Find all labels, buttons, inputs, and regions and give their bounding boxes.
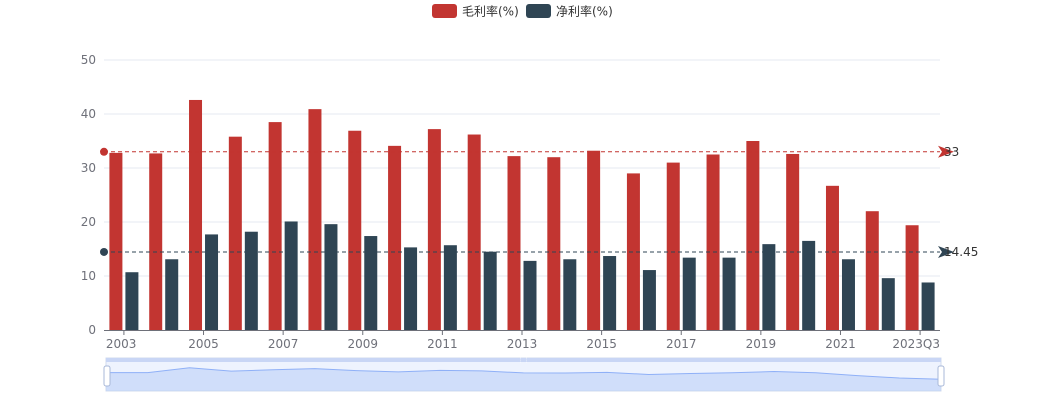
bar-gross-margin[interactable] xyxy=(825,185,839,330)
y-tick-label: 50 xyxy=(81,53,96,67)
y-tick-label: 40 xyxy=(81,107,96,121)
x-tick-label: 2013 xyxy=(507,337,538,351)
bar-gross-margin[interactable] xyxy=(308,109,322,330)
x-axis: 2003 2005 2007 2009 2011 2013 2015 2017 2019 2021… xyxy=(104,330,940,351)
x-tick-label: 2009 xyxy=(347,337,378,351)
zoom-grip-icon: ⋮⋮ xyxy=(518,357,530,364)
bar-gross-margin[interactable] xyxy=(706,154,720,331)
zoom-handle-right[interactable] xyxy=(937,365,945,387)
mark-lines: 33 14.45 xyxy=(100,145,978,259)
gridlines xyxy=(104,59,940,277)
bar-net-margin[interactable] xyxy=(802,240,816,330)
y-tick-label: 10 xyxy=(81,269,96,283)
x-tick-label: 2003 xyxy=(106,337,137,351)
bar-gross-margin[interactable] xyxy=(587,150,601,330)
bar-net-margin[interactable] xyxy=(563,259,577,330)
bars xyxy=(109,99,935,331)
bar-net-margin[interactable] xyxy=(244,231,258,330)
bar-net-margin[interactable] xyxy=(921,282,935,330)
y-axis: 0 10 20 30 40 50 xyxy=(81,53,96,337)
bar-net-margin[interactable] xyxy=(722,257,736,330)
zoom-top-bar xyxy=(106,358,941,362)
bar-gross-margin[interactable] xyxy=(746,141,760,330)
bar-net-margin[interactable] xyxy=(682,257,696,330)
bar-net-margin[interactable] xyxy=(762,244,776,330)
bar-gross-margin[interactable] xyxy=(507,156,521,330)
x-tick-label: 2021 xyxy=(825,337,856,351)
legend[interactable]: 毛利率(%) 净利率(%) xyxy=(432,4,613,19)
markline-label: 33 xyxy=(944,145,959,159)
bar-net-margin[interactable] xyxy=(284,221,298,330)
bar-net-margin[interactable] xyxy=(483,251,497,330)
bar-net-margin[interactable] xyxy=(642,270,656,330)
y-tick-label: 0 xyxy=(88,323,96,337)
legend-swatch xyxy=(432,4,457,18)
markline-arrow-icon xyxy=(938,245,954,258)
bar-net-margin[interactable] xyxy=(443,245,457,330)
x-tick-label: 2017 xyxy=(666,337,697,351)
bar-gross-margin[interactable] xyxy=(228,136,242,330)
bar-net-margin[interactable] xyxy=(125,272,139,330)
bar-net-margin[interactable] xyxy=(205,234,219,330)
markline-label: 14.45 xyxy=(944,245,978,259)
legend-swatch xyxy=(526,4,551,18)
bar-gross-margin[interactable] xyxy=(149,153,163,330)
y-tick-label: 30 xyxy=(81,161,96,175)
legend-item[interactable]: 净利率(%) xyxy=(526,4,613,19)
markline-arrow-icon xyxy=(938,145,954,158)
x-tick-label: 2023Q3 xyxy=(892,337,940,351)
bar-gross-margin[interactable] xyxy=(865,211,879,330)
bar-gross-margin[interactable] xyxy=(905,225,919,330)
x-tick-label: 2019 xyxy=(746,337,777,351)
legend-label: 净利率(%) xyxy=(556,4,613,19)
data-zoom-slider[interactable]: ⋮⋮ xyxy=(103,357,945,392)
bar-net-margin[interactable] xyxy=(841,259,855,330)
bar-net-margin[interactable] xyxy=(523,260,537,330)
zoom-preview-line xyxy=(106,367,942,380)
bar-gross-margin[interactable] xyxy=(547,157,561,330)
bar-gross-margin[interactable] xyxy=(467,134,481,330)
bar-net-margin[interactable] xyxy=(404,247,418,330)
bar-net-margin[interactable] xyxy=(165,259,179,330)
zoom-preview-area xyxy=(106,367,941,391)
x-tick-label: 2005 xyxy=(188,337,219,351)
bar-net-margin[interactable] xyxy=(881,278,895,330)
bar-gross-margin[interactable] xyxy=(786,153,800,330)
bar-net-margin[interactable] xyxy=(324,224,338,330)
bar-gross-margin[interactable] xyxy=(348,130,362,330)
bar-net-margin[interactable] xyxy=(603,256,617,330)
bar-gross-margin[interactable] xyxy=(189,99,203,331)
bar-gross-margin[interactable] xyxy=(427,129,441,330)
legend-label: 毛利率(%) xyxy=(462,4,519,19)
bar-gross-margin[interactable] xyxy=(268,122,282,330)
x-tick-label: 2007 xyxy=(268,337,299,351)
legend-item[interactable]: 毛利率(%) xyxy=(432,4,519,19)
bar-gross-margin[interactable] xyxy=(626,173,640,330)
zoom-handle-left[interactable] xyxy=(103,365,111,387)
bar-net-margin[interactable] xyxy=(364,236,378,330)
y-tick-label: 20 xyxy=(81,215,96,229)
x-tick-label: 2015 xyxy=(586,337,617,351)
bar-gross-margin[interactable] xyxy=(388,145,402,330)
x-tick-label: 2011 xyxy=(427,337,458,351)
bar-gross-margin[interactable] xyxy=(109,152,123,330)
bar-gross-margin[interactable] xyxy=(666,162,680,330)
